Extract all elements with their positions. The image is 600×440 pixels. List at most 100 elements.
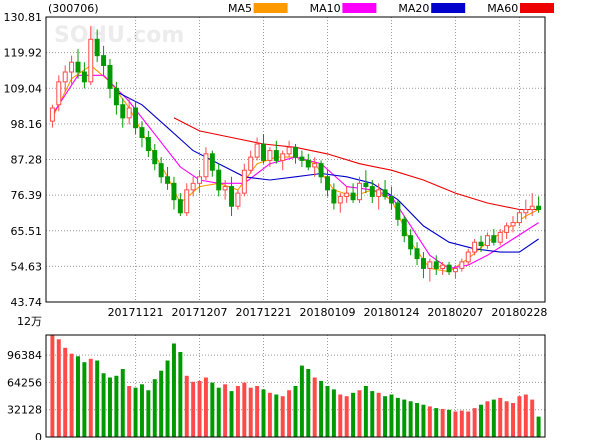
candle-body bbox=[120, 104, 126, 119]
candle bbox=[516, 209, 522, 226]
candle-body bbox=[222, 186, 228, 191]
candle-body bbox=[209, 153, 215, 171]
candle bbox=[337, 193, 343, 213]
volume-bar bbox=[287, 390, 292, 437]
volume-bar bbox=[395, 397, 400, 437]
candle bbox=[126, 98, 132, 125]
candle bbox=[344, 186, 350, 203]
volume-bar bbox=[152, 379, 157, 437]
candle bbox=[414, 242, 420, 266]
volume-bar bbox=[159, 370, 164, 437]
candle bbox=[459, 258, 465, 272]
volume-panel-frame bbox=[45, 334, 546, 438]
candle bbox=[529, 193, 535, 217]
candle-body bbox=[88, 38, 94, 83]
candle bbox=[491, 229, 497, 246]
candle-body bbox=[529, 205, 535, 210]
candle bbox=[152, 144, 158, 171]
volume-bar bbox=[216, 387, 221, 437]
candle-body bbox=[312, 163, 318, 168]
candle bbox=[369, 180, 375, 203]
candle-body bbox=[56, 81, 62, 106]
candle-body bbox=[414, 248, 420, 260]
sohu-watermark: SOHU.com bbox=[54, 23, 184, 48]
candle bbox=[209, 150, 215, 177]
volume-bar bbox=[312, 377, 317, 437]
ma-legend: MA5 MA10 MA20 MA60 bbox=[228, 2, 554, 15]
volume-bar bbox=[447, 409, 452, 437]
candle-body bbox=[254, 143, 260, 158]
candle bbox=[293, 144, 298, 164]
volume-bar bbox=[498, 397, 503, 437]
volume-bar bbox=[299, 365, 304, 437]
candle-body bbox=[536, 205, 542, 210]
candle bbox=[478, 235, 484, 253]
candle bbox=[433, 255, 439, 275]
candle bbox=[107, 58, 113, 99]
volume-bar bbox=[511, 403, 515, 437]
volume-bar bbox=[101, 373, 106, 437]
candle bbox=[446, 261, 452, 275]
axis-labels: 130.81 119.92 109.04 98.16 87.28 76.39 65.51 54… bbox=[4, 11, 548, 440]
volume-bar bbox=[223, 384, 228, 437]
volume-bars bbox=[50, 335, 541, 437]
volume-bar bbox=[306, 369, 311, 437]
candle bbox=[62, 65, 68, 92]
candle-body bbox=[241, 169, 247, 194]
candle-body bbox=[363, 182, 369, 188]
candle bbox=[184, 183, 190, 217]
candle-body bbox=[139, 127, 145, 138]
price-tick-label: 119.92 bbox=[4, 47, 43, 60]
volume-bar bbox=[293, 386, 298, 437]
volume-bar bbox=[415, 403, 420, 437]
volume-bar bbox=[319, 380, 324, 437]
candle bbox=[376, 183, 382, 210]
price-tick-label: 98.16 bbox=[11, 118, 43, 131]
volume-bar bbox=[139, 384, 144, 437]
legend-swatch-ma10 bbox=[342, 3, 377, 13]
candle-body bbox=[158, 163, 164, 178]
candle-body bbox=[133, 107, 139, 129]
candle bbox=[261, 134, 266, 164]
candle bbox=[254, 137, 260, 161]
candle bbox=[497, 229, 503, 246]
candle bbox=[504, 222, 510, 239]
volume-bar bbox=[280, 396, 285, 437]
candle-body bbox=[101, 55, 107, 66]
volume-bar bbox=[50, 335, 55, 437]
volume-bar bbox=[114, 375, 119, 437]
candle-body bbox=[388, 195, 394, 204]
legend-swatch-ma60 bbox=[520, 3, 554, 13]
candle-body bbox=[350, 192, 356, 201]
candle-body bbox=[113, 87, 119, 106]
candle-body bbox=[49, 107, 55, 122]
volume-bar bbox=[517, 396, 522, 437]
candlesticks bbox=[49, 26, 542, 282]
candle-body bbox=[516, 212, 522, 224]
volume-bar bbox=[491, 399, 496, 437]
candle bbox=[305, 153, 311, 171]
candle bbox=[177, 193, 183, 217]
candle-body bbox=[152, 150, 158, 165]
volume-tick-label: 64256 bbox=[7, 376, 42, 389]
volume-bar bbox=[107, 377, 112, 437]
candle bbox=[523, 199, 529, 220]
date-tick-label: 20180109 bbox=[299, 306, 355, 319]
volume-bar bbox=[459, 410, 464, 437]
candle-body bbox=[94, 38, 100, 57]
volume-tick-label: 0 bbox=[35, 431, 42, 440]
candle-body bbox=[369, 186, 375, 197]
volume-bar bbox=[274, 394, 279, 437]
volume-bar bbox=[120, 369, 125, 437]
volume-bar bbox=[178, 352, 183, 437]
candle bbox=[165, 166, 171, 190]
candle bbox=[350, 183, 356, 203]
candle-body bbox=[171, 182, 177, 201]
candle bbox=[427, 258, 433, 282]
volume-bar bbox=[76, 356, 80, 437]
volume-bar bbox=[530, 399, 535, 437]
price-tick-label: 109.04 bbox=[4, 82, 43, 95]
legend-swatch-ma5 bbox=[253, 3, 288, 13]
candle-body bbox=[62, 71, 68, 83]
volume-bar bbox=[133, 387, 138, 437]
